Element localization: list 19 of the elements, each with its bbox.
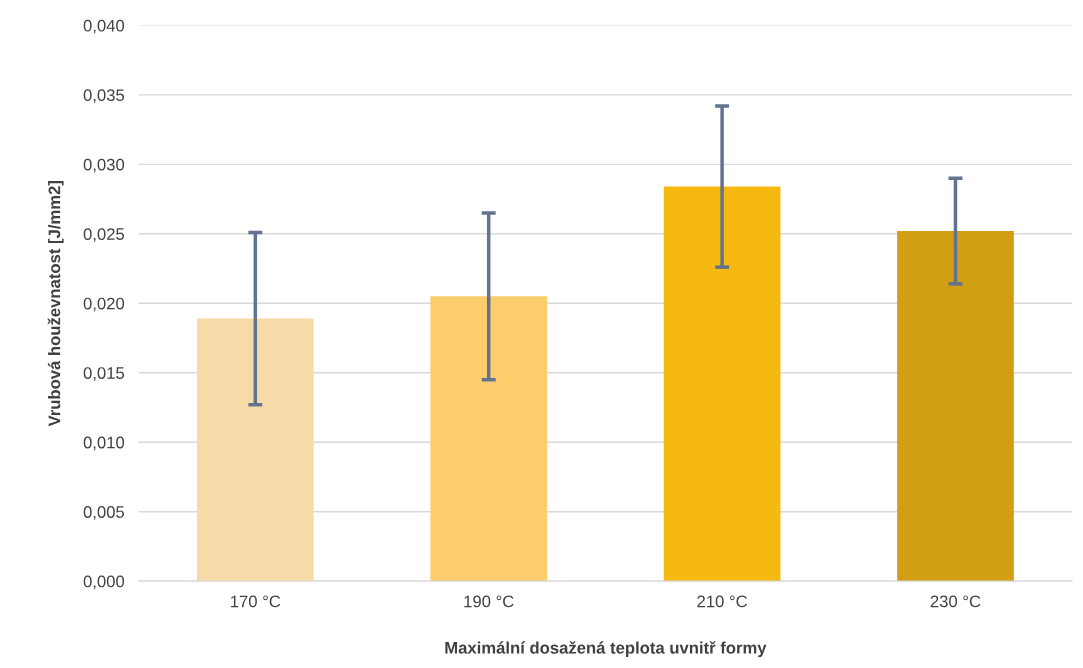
- y-tick-label: 0,025: [83, 228, 125, 242]
- y-tick-label: 0,015: [83, 367, 125, 381]
- bar: [897, 231, 1014, 582]
- y-tick-label: 0,020: [83, 297, 125, 312]
- y-tick-label: 0,005: [83, 506, 125, 520]
- y-tick-label: 0,000: [83, 575, 125, 590]
- bar: [663, 186, 781, 582]
- x-axis-title: Maximální dosažená teplota uvnitř formy: [445, 641, 767, 658]
- x-tick-label: 210 °C: [697, 595, 748, 608]
- y-tick-label: 0,010: [83, 436, 125, 451]
- bar: [430, 296, 548, 582]
- x-tick-label: 190 °C: [464, 595, 514, 608]
- x-tick-label: 170 °C: [231, 595, 281, 608]
- x-tick-label: 230 °C: [930, 595, 981, 608]
- y-tick-label: 0,030: [83, 158, 125, 173]
- y-tick-label: 0,040: [83, 19, 125, 34]
- y-axis-title: Vrubová houževnatost [J/mm2]: [47, 181, 64, 427]
- y-tick-label: 0,035: [83, 89, 125, 104]
- bar: [196, 318, 314, 582]
